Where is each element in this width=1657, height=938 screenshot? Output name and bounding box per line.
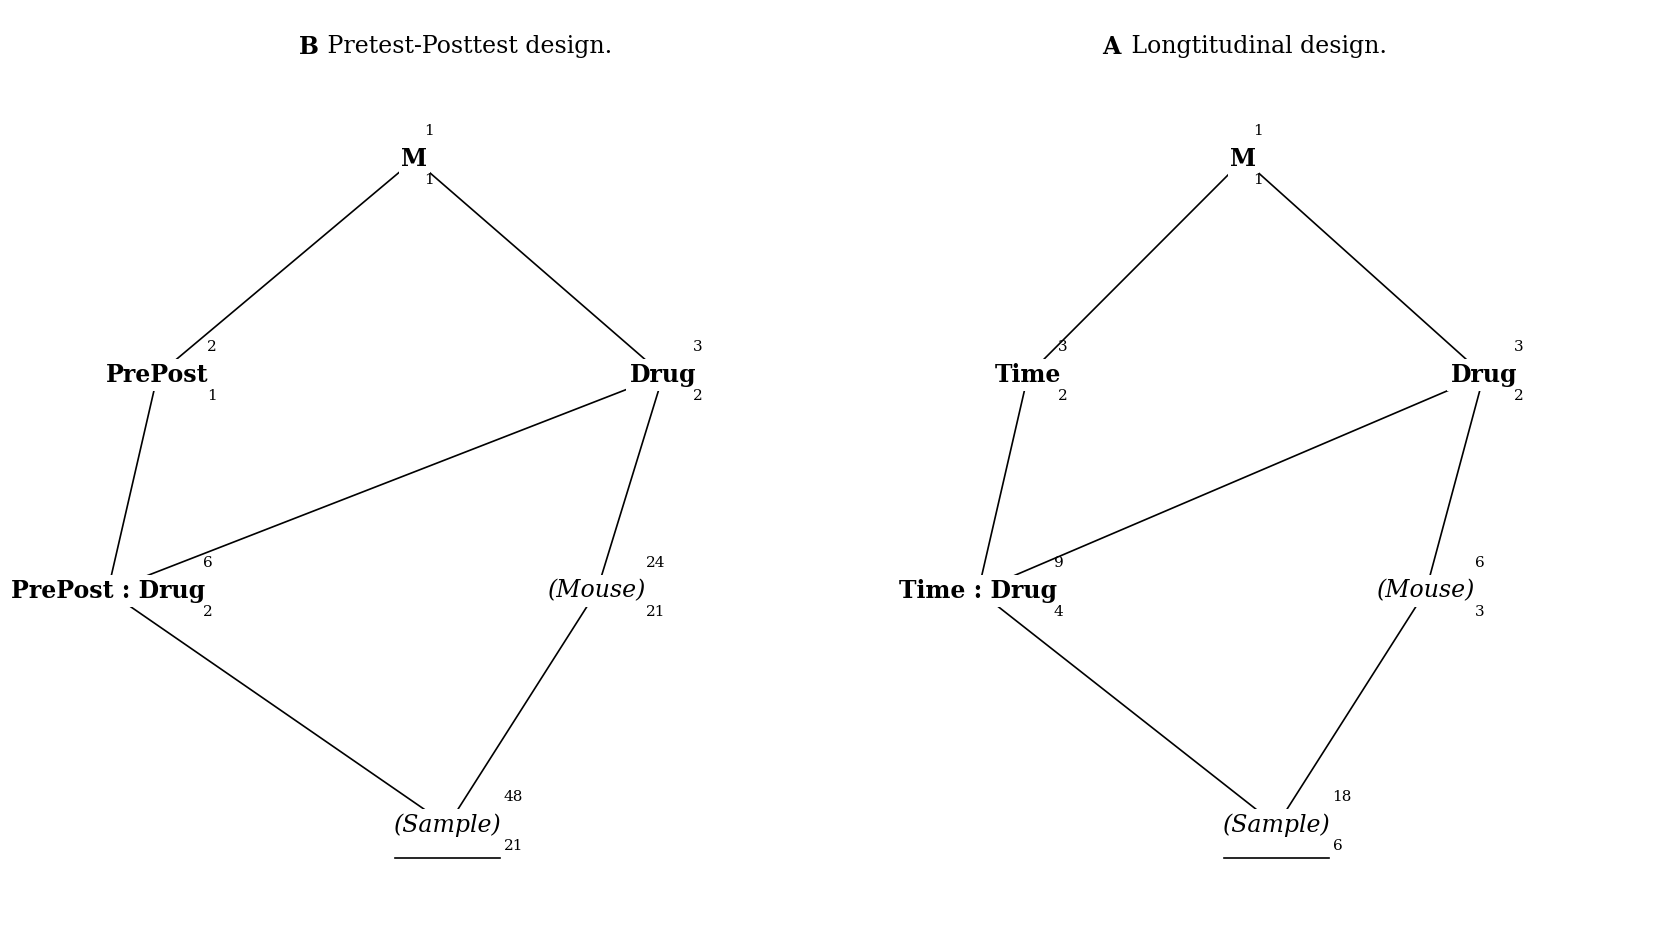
Text: 18: 18 xyxy=(1332,791,1350,804)
Text: 21: 21 xyxy=(646,605,664,618)
Text: Time: Time xyxy=(994,363,1060,387)
Text: 21: 21 xyxy=(504,840,522,853)
Text: 6: 6 xyxy=(1475,556,1485,569)
Text: PrePost : Drug: PrePost : Drug xyxy=(10,579,205,603)
Text: PrePost: PrePost xyxy=(106,363,209,387)
Text: (Mouse): (Mouse) xyxy=(548,579,645,603)
Text: 6: 6 xyxy=(202,556,212,569)
Text: 1: 1 xyxy=(207,389,217,402)
Text: Drug: Drug xyxy=(1450,363,1516,387)
Text: 6: 6 xyxy=(1332,840,1342,853)
Text: (Sample): (Sample) xyxy=(1223,813,1329,838)
Text: B: B xyxy=(298,35,318,59)
Text: M: M xyxy=(1229,147,1256,172)
Text: 3: 3 xyxy=(1475,605,1485,618)
Text: 1: 1 xyxy=(1253,125,1263,138)
Text: (Mouse): (Mouse) xyxy=(547,580,646,602)
Text: Drug: Drug xyxy=(1450,363,1516,387)
Text: Time: Time xyxy=(994,363,1060,387)
Text: 2: 2 xyxy=(207,340,217,354)
Text: (Sample): (Sample) xyxy=(1223,813,1329,838)
Text: (Sample): (Sample) xyxy=(394,813,500,838)
Text: Drug: Drug xyxy=(630,363,696,387)
Text: M: M xyxy=(401,147,428,172)
Text: Drug: Drug xyxy=(630,363,696,387)
Text: A: A xyxy=(1102,35,1120,59)
Text: 1: 1 xyxy=(424,174,434,187)
Text: 24: 24 xyxy=(646,556,664,569)
Text: 1: 1 xyxy=(1253,174,1263,187)
Text: 4: 4 xyxy=(1054,605,1062,618)
Text: 1: 1 xyxy=(424,125,434,138)
Text: Time : Drug: Time : Drug xyxy=(898,579,1057,603)
Text: (Sample): (Sample) xyxy=(394,813,500,838)
Text: 2: 2 xyxy=(1057,389,1067,402)
Text: 2: 2 xyxy=(202,605,212,618)
Text: 9: 9 xyxy=(1054,556,1062,569)
Text: 48: 48 xyxy=(504,791,522,804)
Text: Pretest-Posttest design.: Pretest-Posttest design. xyxy=(320,36,611,58)
Text: 3: 3 xyxy=(1057,340,1067,354)
Text: PrePost: PrePost xyxy=(106,363,209,387)
Text: Time : Drug: Time : Drug xyxy=(900,579,1056,603)
Text: M: M xyxy=(403,147,426,172)
Text: (Mouse): (Mouse) xyxy=(1377,579,1473,603)
Text: 3: 3 xyxy=(693,340,703,354)
Text: M: M xyxy=(1231,147,1254,172)
Text: 3: 3 xyxy=(1513,340,1523,354)
Text: 2: 2 xyxy=(693,389,703,402)
Text: 2: 2 xyxy=(1513,389,1523,402)
Text: PrePost : Drug: PrePost : Drug xyxy=(10,579,205,603)
Text: (Mouse): (Mouse) xyxy=(1375,580,1475,602)
Text: Longtitudinal design.: Longtitudinal design. xyxy=(1123,36,1387,58)
